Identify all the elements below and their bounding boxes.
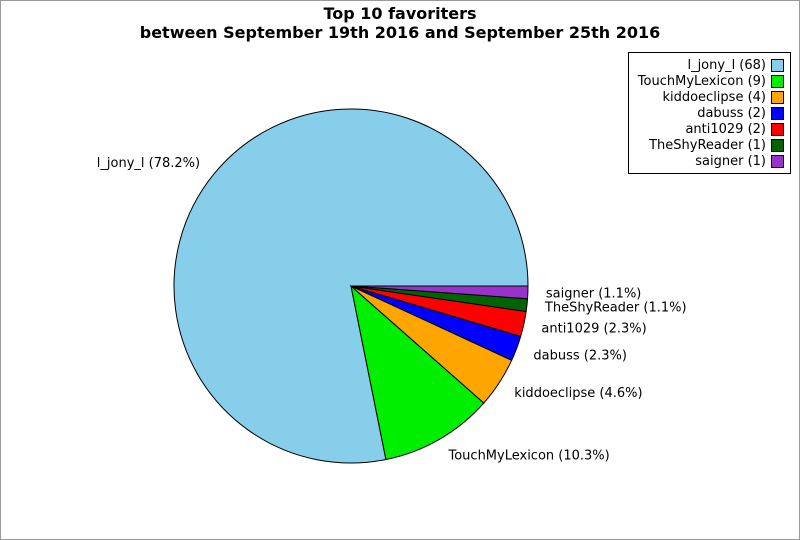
legend-item-saigner: saigner (1): [635, 153, 784, 169]
legend-swatch-TheShyReader: [771, 138, 784, 152]
legend-item-label: l_jony_l (68): [687, 57, 766, 73]
legend-item-label: saigner (1): [695, 153, 766, 169]
legend-item-label: TheShyReader (1): [649, 137, 766, 153]
legend-item-l_jony_l: l_jony_l (68): [635, 57, 784, 73]
legend-item-anti1029: anti1029 (2): [635, 121, 784, 137]
chart-title: Top 10 favoriters between September 19th…: [1, 4, 799, 42]
legend-swatch-saigner: [771, 154, 784, 168]
pie-label-TouchMyLexicon: TouchMyLexicon (10.3%): [448, 448, 610, 463]
pie-label-kiddoeclipse: kiddoeclipse (4.6%): [514, 386, 642, 401]
pie-label-TheShyReader: TheShyReader (1.1%): [544, 301, 687, 316]
legend-item-label: kiddoeclipse (4): [662, 89, 766, 105]
legend-swatch-l_jony_l: [771, 58, 784, 72]
pie-label-anti1029: anti1029 (2.3%): [541, 321, 646, 336]
pie-slice-saigner: [350, 285, 529, 300]
legend-item-label: dabuss (2): [697, 105, 766, 121]
legend-item-kiddoeclipse: kiddoeclipse (4): [635, 89, 784, 105]
pie-label-saigner: saigner (1.1%): [546, 287, 642, 302]
legend-swatch-anti1029: [771, 122, 784, 136]
legend-item-TheShyReader: TheShyReader (1): [635, 137, 784, 153]
legend-swatch-TouchMyLexicon: [771, 74, 784, 88]
legend-swatch-dabuss: [771, 106, 784, 120]
chart-title-line1: Top 10 favoriters: [323, 4, 477, 23]
legend: l_jony_l (68) TouchMyLexicon (9) kiddoecli…: [628, 52, 791, 174]
chart-title-line2: between September 19th 2016 and Septembe…: [139, 23, 661, 42]
legend-item-dabuss: dabuss (2): [635, 105, 784, 121]
pie-label-dabuss: dabuss (2.3%): [533, 348, 627, 363]
legend-item-label: TouchMyLexicon (9): [637, 73, 766, 89]
pie-slice-l_jony_l: [173, 108, 529, 464]
pie-label-l_jony_l: l_jony_l (78.2%): [97, 156, 200, 171]
legend-item-TouchMyLexicon: TouchMyLexicon (9): [635, 73, 784, 89]
legend-item-label: anti1029 (2): [685, 121, 766, 137]
pie-slice-TouchMyLexicon: [350, 284, 485, 461]
legend-swatch-kiddoeclipse: [771, 90, 784, 104]
